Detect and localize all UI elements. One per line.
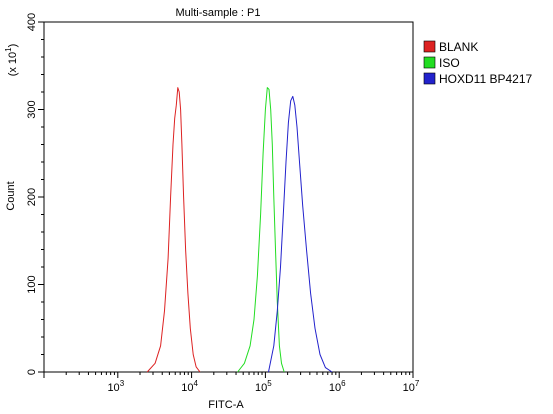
y-axis-title: Count (5, 181, 17, 210)
y-tick-label: 300 (26, 100, 38, 118)
svg-text:(x 101): (x 101) (4, 44, 19, 77)
x-tick-label: 106 (329, 379, 346, 394)
series-line-hoxd11-bp4217 (268, 95, 333, 373)
y-axis: 0 100 200 300 400 (26, 13, 44, 375)
y-axis-multiplier-label: (x 101) (4, 44, 19, 77)
y-tick-label: 400 (26, 13, 38, 31)
legend-label: HOXD11 BP4217 (439, 72, 532, 86)
x-tick-label: 105 (255, 379, 272, 394)
y-tick-label: 0 (26, 369, 38, 375)
series-line-blank (146, 87, 201, 373)
y-multiplier-exponent: 1 (4, 47, 13, 52)
series-curves (146, 87, 333, 373)
x-tick-label: 104 (181, 379, 198, 394)
x-axis: 103 104 105 106 107 (43, 372, 420, 394)
legend: BLANK ISO HOXD11 BP4217 (423, 40, 532, 86)
x-tick-label: 107 (403, 379, 420, 394)
y-tick-label: 100 (26, 275, 38, 293)
legend-label: BLANK (439, 40, 478, 54)
legend-label: ISO (439, 56, 460, 70)
y-tick-label: 200 (26, 188, 38, 206)
legend-swatch (423, 72, 436, 85)
y-multiplier-text: (x 10 (7, 52, 19, 76)
x-axis-title: FITC-A (208, 399, 244, 411)
chart-title: Multi-sample : P1 (176, 7, 261, 19)
legend-swatch (423, 56, 436, 69)
x-tick-label: 103 (107, 379, 124, 394)
legend-swatch (423, 40, 436, 53)
